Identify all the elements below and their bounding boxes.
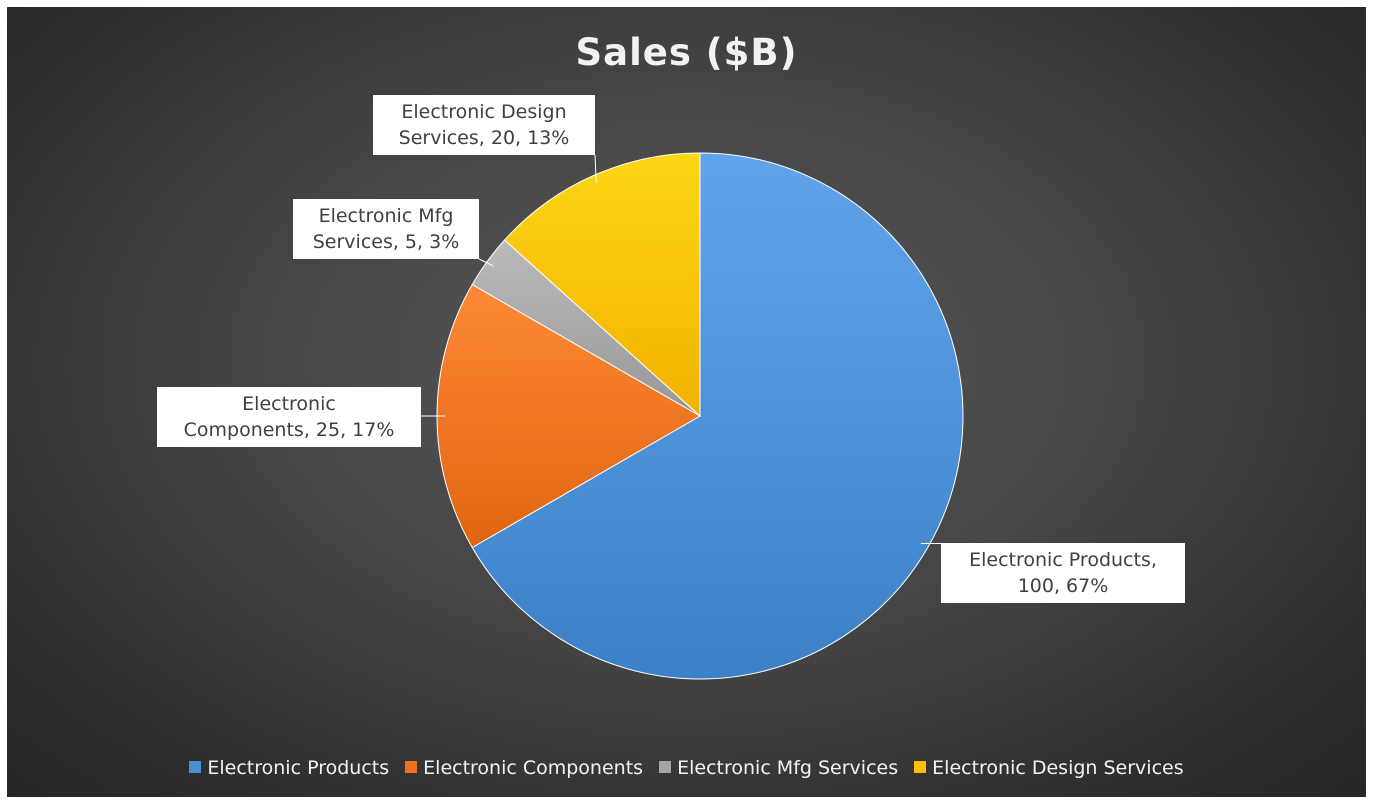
pie-slice-electronic-products — [471, 152, 964, 680]
legend-item-electronic-components: Electronic Components — [405, 757, 643, 779]
legend-item-electronic-mfg-services: Electronic Mfg Services — [659, 757, 898, 779]
legend-item-electronic-products: Electronic Products — [189, 757, 389, 779]
data-label-electronic-components: Electronic Components, 25, 17% — [157, 387, 421, 447]
legend-swatch — [914, 761, 927, 773]
chart-title: Sales ($B) — [575, 31, 798, 74]
leader-line — [478, 258, 494, 267]
data-label-electronic-design-services: Electronic Design Services, 20, 13% — [373, 95, 595, 155]
pie-slice-electronic-design-services — [503, 152, 701, 418]
legend-swatch — [189, 761, 202, 773]
data-label-electronic-products: Electronic Products, 100, 67% — [941, 543, 1185, 603]
leader-line — [594, 154, 597, 183]
legend-swatch — [659, 761, 672, 773]
legend-swatch — [405, 761, 418, 773]
legend-item-electronic-design-services: Electronic Design Services — [914, 757, 1184, 779]
pie-chart — [421, 152, 964, 680]
chart-area: Sales ($B) Electronic Products, 100, 67%… — [7, 7, 1366, 797]
data-label-electronic-mfg-services: Electronic Mfg Services, 5, 3% — [293, 199, 479, 259]
legend: Electronic Products Electronic Component… — [7, 757, 1366, 779]
